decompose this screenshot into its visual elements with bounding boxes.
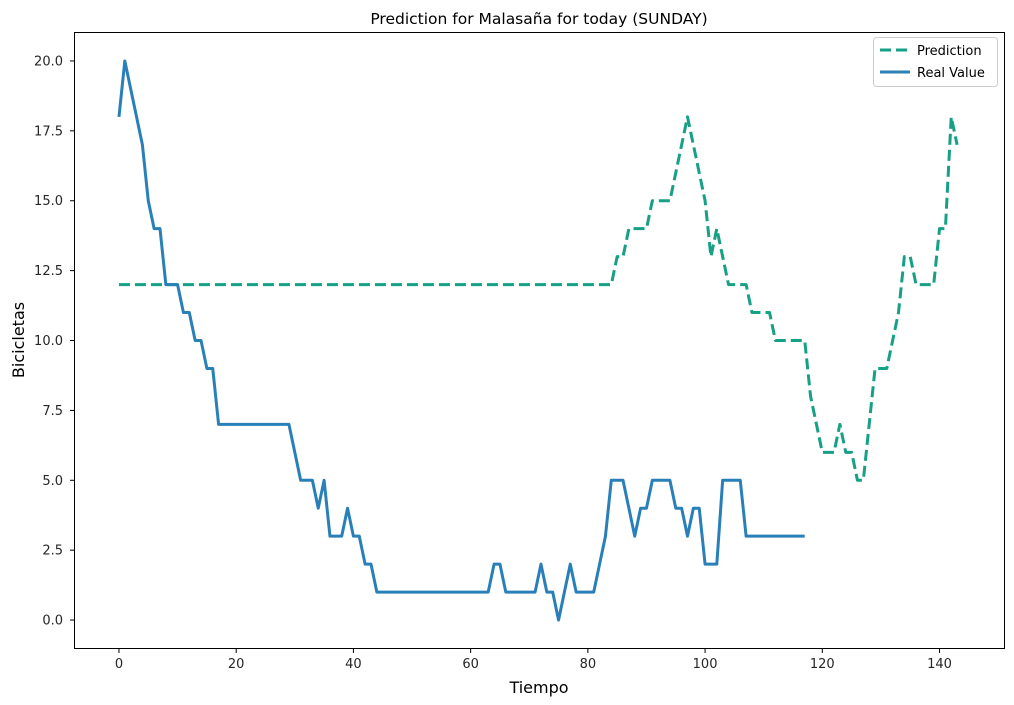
x-axis-ticks: 0 20 40 60 80 100 120 140 (115, 648, 952, 672)
y-tick-label: 2.5 (42, 544, 63, 559)
y-tick-label: 15.0 (34, 194, 63, 209)
legend-label-prediction: Prediction (917, 44, 982, 59)
y-tick-label: 0.0 (42, 614, 63, 629)
x-tick-label: 60 (462, 657, 479, 672)
series-line-real-value (117, 59, 805, 622)
y-tick-label: 7.5 (42, 404, 63, 419)
y-tick-label: 12.5 (34, 264, 63, 279)
series-line-prediction (118, 115, 959, 482)
y-axis-ticks: 0.0 2.5 5.0 7.5 10.0 12.5 15.0 17.5 20.0 (34, 54, 75, 629)
x-tick-label: 120 (810, 657, 835, 672)
y-tick-label: 20.0 (34, 54, 63, 69)
x-axis-label: Tiempo (508, 678, 568, 697)
series-layer (117, 59, 959, 622)
y-axis-label: Bicicletas (9, 302, 28, 378)
x-tick-label: 20 (228, 657, 245, 672)
x-tick-label: 80 (580, 657, 597, 672)
chart-title: Prediction for Malasaña for today (SUNDA… (370, 10, 707, 28)
y-tick-label: 5.0 (42, 474, 63, 489)
y-tick-label: 17.5 (34, 124, 63, 139)
x-tick-label: 40 (345, 657, 362, 672)
x-tick-label: 140 (927, 657, 952, 672)
x-tick-label: 100 (693, 657, 718, 672)
legend: Prediction Real Value (873, 37, 998, 87)
legend-label-real-value: Real Value (917, 66, 985, 81)
y-tick-label: 10.0 (34, 334, 63, 349)
x-tick-label: 0 (115, 657, 123, 672)
